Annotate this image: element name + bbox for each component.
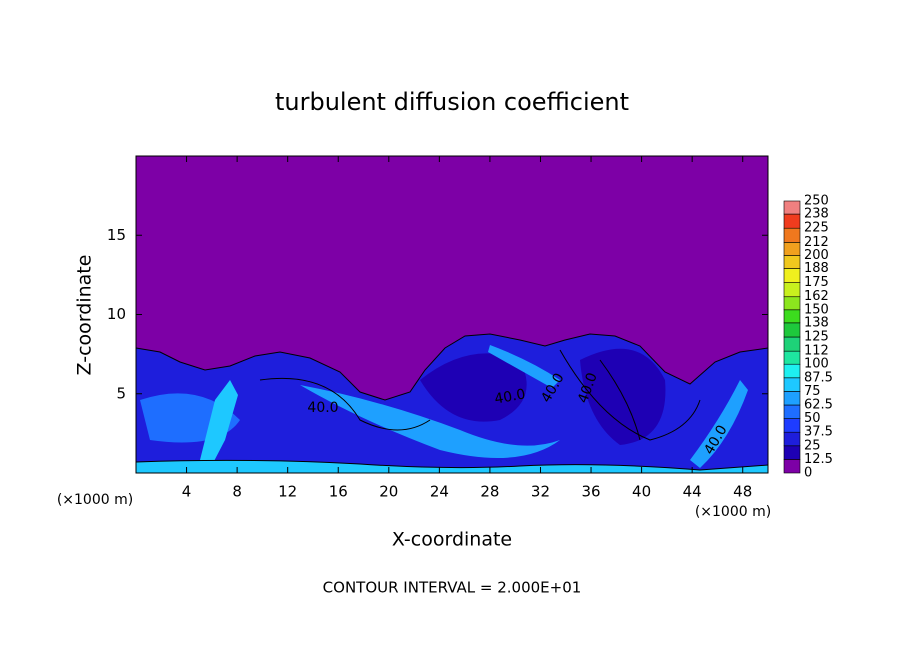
contour-label: 40.0 xyxy=(493,386,526,407)
colorbar-label: 212 xyxy=(804,235,829,250)
colorbar-label: 87.5 xyxy=(804,370,833,385)
x-unit-label: (×1000 m) xyxy=(695,504,771,520)
colorbar-label: 100 xyxy=(804,357,829,372)
colorbar-label: 175 xyxy=(804,275,829,290)
y-tick-label: 15 xyxy=(107,226,126,244)
y-tick-label: 10 xyxy=(107,305,126,323)
x-tick-label: 32 xyxy=(531,483,550,501)
field-streak xyxy=(690,380,748,468)
colorbar-label: 75 xyxy=(804,384,821,399)
x-tick-label: 24 xyxy=(430,483,449,501)
field-streak xyxy=(200,380,238,465)
field-streak xyxy=(300,385,560,458)
colorbar-label: 37.5 xyxy=(804,425,833,440)
colorbar-segment xyxy=(783,213,801,229)
x-tick-label: 44 xyxy=(683,483,702,501)
colorbar-segment xyxy=(783,391,801,406)
contour-line xyxy=(599,359,641,441)
x-tick-label: 12 xyxy=(278,483,297,501)
x-tick-label: 48 xyxy=(733,483,752,501)
x-tick-label: 36 xyxy=(581,483,600,501)
field-patch xyxy=(420,353,527,422)
colorbar-label: 225 xyxy=(804,221,829,236)
colorbar-segment xyxy=(783,242,801,256)
x-tick-label: 8 xyxy=(232,483,242,501)
colorbar-label: 0 xyxy=(804,466,812,481)
colorbar-label: 62.5 xyxy=(804,398,833,413)
contour-line xyxy=(259,377,431,431)
colorbar-segment xyxy=(783,418,801,433)
colorbar-label: 200 xyxy=(804,248,829,263)
colorbar-segment xyxy=(783,309,801,324)
colorbar-label: 250 xyxy=(804,194,829,209)
x-axis-label: X-coordinate xyxy=(392,529,512,551)
x-tick-label: 40 xyxy=(632,483,651,501)
x-unit-label: (×1000 m) xyxy=(57,492,133,508)
colorbar-segment xyxy=(783,255,801,269)
x-tick-label: 20 xyxy=(379,483,398,501)
colorbar-label: 188 xyxy=(804,261,829,276)
colorbar-label: 12.5 xyxy=(804,452,833,467)
colorbar-segment xyxy=(783,200,801,215)
colorbar-segment xyxy=(783,431,801,447)
contour-label: 40.0 xyxy=(307,400,338,416)
x-tick-label: 28 xyxy=(480,483,499,501)
y-tick-label: 5 xyxy=(116,384,126,402)
contour-line xyxy=(559,349,701,441)
colorbar-label: 25 xyxy=(804,438,821,453)
colorbar-label: 125 xyxy=(804,330,829,345)
x-tick-label: 16 xyxy=(329,483,348,501)
colorbar-segment xyxy=(783,268,801,283)
colorbar-segment xyxy=(783,459,801,474)
colorbar-label: 50 xyxy=(804,411,821,426)
field-bottom xyxy=(136,459,768,473)
colorbar-label: 162 xyxy=(804,289,829,304)
footer: CONTOUR INTERVAL = 2.000E+01 xyxy=(323,579,582,597)
chart-title: turbulent diffusion coefficient xyxy=(275,88,629,116)
y-axis-label: Z-coordinate xyxy=(74,255,96,376)
field xyxy=(136,156,768,473)
colorbar-label: 138 xyxy=(804,315,829,330)
colorbar-segment xyxy=(783,282,801,298)
colorbar-label: 150 xyxy=(804,302,829,317)
colorbar-segment xyxy=(783,404,801,419)
colorbar-segment xyxy=(783,296,801,311)
field-streak xyxy=(488,345,560,388)
colorbar-label: 112 xyxy=(804,344,829,359)
colorbar-segment xyxy=(783,363,801,379)
colorbar-segment xyxy=(783,350,801,365)
colorbar-label: 238 xyxy=(804,207,829,222)
colorbar-segment xyxy=(783,445,801,460)
colorbar-segment xyxy=(783,377,801,392)
colorbar-segment xyxy=(783,322,801,338)
colorbar-segment xyxy=(783,227,801,243)
x-tick-label: 4 xyxy=(182,483,192,501)
field-patch xyxy=(580,348,666,445)
colorbar-segment xyxy=(783,336,801,352)
